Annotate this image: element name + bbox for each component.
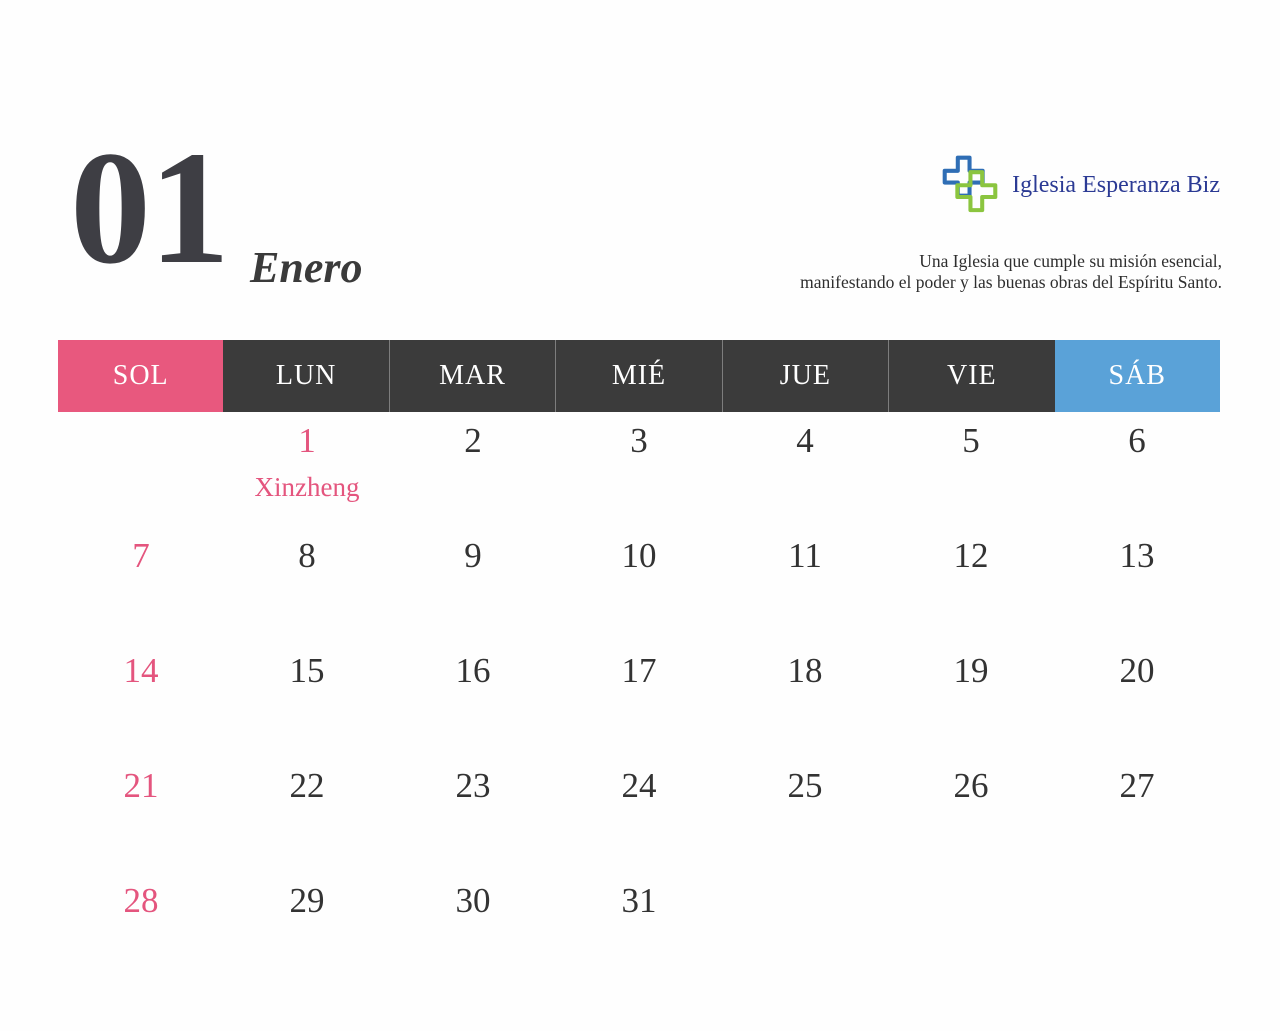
date-cell-empty bbox=[722, 872, 888, 987]
date-cell-22: 22 bbox=[289, 766, 325, 805]
date-cell-31: 31 bbox=[621, 881, 657, 920]
date-cell-12: 12 bbox=[953, 536, 989, 575]
interlocking-crosses-logo-icon bbox=[942, 150, 998, 221]
date-cell-13: 13 bbox=[1119, 536, 1155, 575]
calendar-week-row: 14 15 16 17 18 19 20 bbox=[58, 642, 1220, 757]
brand-tagline: Una Iglesia que cumple su misión esencia… bbox=[800, 251, 1222, 293]
date-cell-15: 15 bbox=[289, 651, 325, 690]
day-header-vie: VIE bbox=[888, 340, 1055, 412]
date-cell-10: 10 bbox=[621, 536, 657, 575]
date-cell-26: 26 bbox=[953, 766, 989, 805]
calendar-grid: 1 Xinzheng 2 3 4 5 6 7 8 9 10 11 12 13 14 15 16 17 18 19 20 2… bbox=[58, 412, 1220, 987]
date-cell-27: 27 bbox=[1119, 766, 1155, 805]
date-cell-28: 28 bbox=[123, 881, 159, 920]
date-cell-16: 16 bbox=[455, 651, 491, 690]
holiday-label: Xinzheng bbox=[254, 472, 360, 502]
date-cell-24: 24 bbox=[621, 766, 657, 805]
calendar-week-row: 21 22 23 24 25 26 27 bbox=[58, 757, 1220, 872]
date-cell-17: 17 bbox=[621, 651, 657, 690]
day-header-mié: MIÉ bbox=[555, 340, 722, 412]
date-cell-19: 19 bbox=[953, 651, 989, 690]
date-cell-14: 14 bbox=[123, 651, 159, 690]
date-cell-empty bbox=[1054, 872, 1220, 987]
date-cell-empty bbox=[58, 412, 224, 527]
date-cell-30: 30 bbox=[455, 881, 491, 920]
tagline-line-1: Una Iglesia que cumple su misión esencia… bbox=[919, 251, 1222, 271]
calendar-week-row: 28 29 30 31 bbox=[58, 872, 1220, 987]
date-cell-5: 5 bbox=[962, 421, 980, 460]
date-cell-2: 2 bbox=[464, 421, 482, 460]
day-header-mar: MAR bbox=[388, 340, 556, 412]
date-cell-empty bbox=[888, 872, 1054, 987]
month-number: 01 bbox=[70, 119, 230, 298]
day-header-sáb: SÁB bbox=[1054, 340, 1220, 412]
date-cell-9: 9 bbox=[464, 536, 482, 575]
calendar-week-row: 7 8 9 10 11 12 13 bbox=[58, 527, 1220, 642]
month-name: Enero bbox=[250, 243, 363, 292]
date-cell-11: 11 bbox=[788, 536, 822, 575]
date-cell-1: 1 Xinzheng bbox=[224, 412, 390, 527]
day-header-jue: JUE bbox=[721, 340, 889, 412]
calendar-january: SOL LUN MAR MIÉ JUE VIE SÁB 1 Xinzheng 2 3 4 5 6 7 8 9 1… bbox=[58, 340, 1220, 987]
date-cell-3: 3 bbox=[630, 421, 648, 460]
date-cell-6: 6 bbox=[1128, 421, 1146, 460]
date-cell-8: 8 bbox=[298, 536, 316, 575]
day-header-row: SOL LUN MAR MIÉ JUE VIE SÁB bbox=[58, 340, 1220, 412]
day-header-sol: SOL bbox=[58, 340, 224, 412]
date-cell-20: 20 bbox=[1119, 651, 1155, 690]
day-header-lun: LUN bbox=[223, 340, 389, 412]
brand-header: Iglesia Esperanza Biz bbox=[942, 150, 1220, 221]
date-cell-25: 25 bbox=[787, 766, 823, 805]
date-cell-21: 21 bbox=[123, 766, 159, 805]
calendar-week-row: 1 Xinzheng 2 3 4 5 6 bbox=[58, 412, 1220, 527]
date-cell-23: 23 bbox=[455, 766, 491, 805]
brand-name: Iglesia Esperanza Biz bbox=[1012, 172, 1220, 198]
date-cell-29: 29 bbox=[289, 881, 325, 920]
tagline-line-2: manifestando el poder y las buenas obras… bbox=[800, 272, 1222, 292]
date-cell-7: 7 bbox=[132, 536, 150, 575]
date-cell-18: 18 bbox=[787, 651, 823, 690]
date-cell-4: 4 bbox=[796, 421, 814, 460]
